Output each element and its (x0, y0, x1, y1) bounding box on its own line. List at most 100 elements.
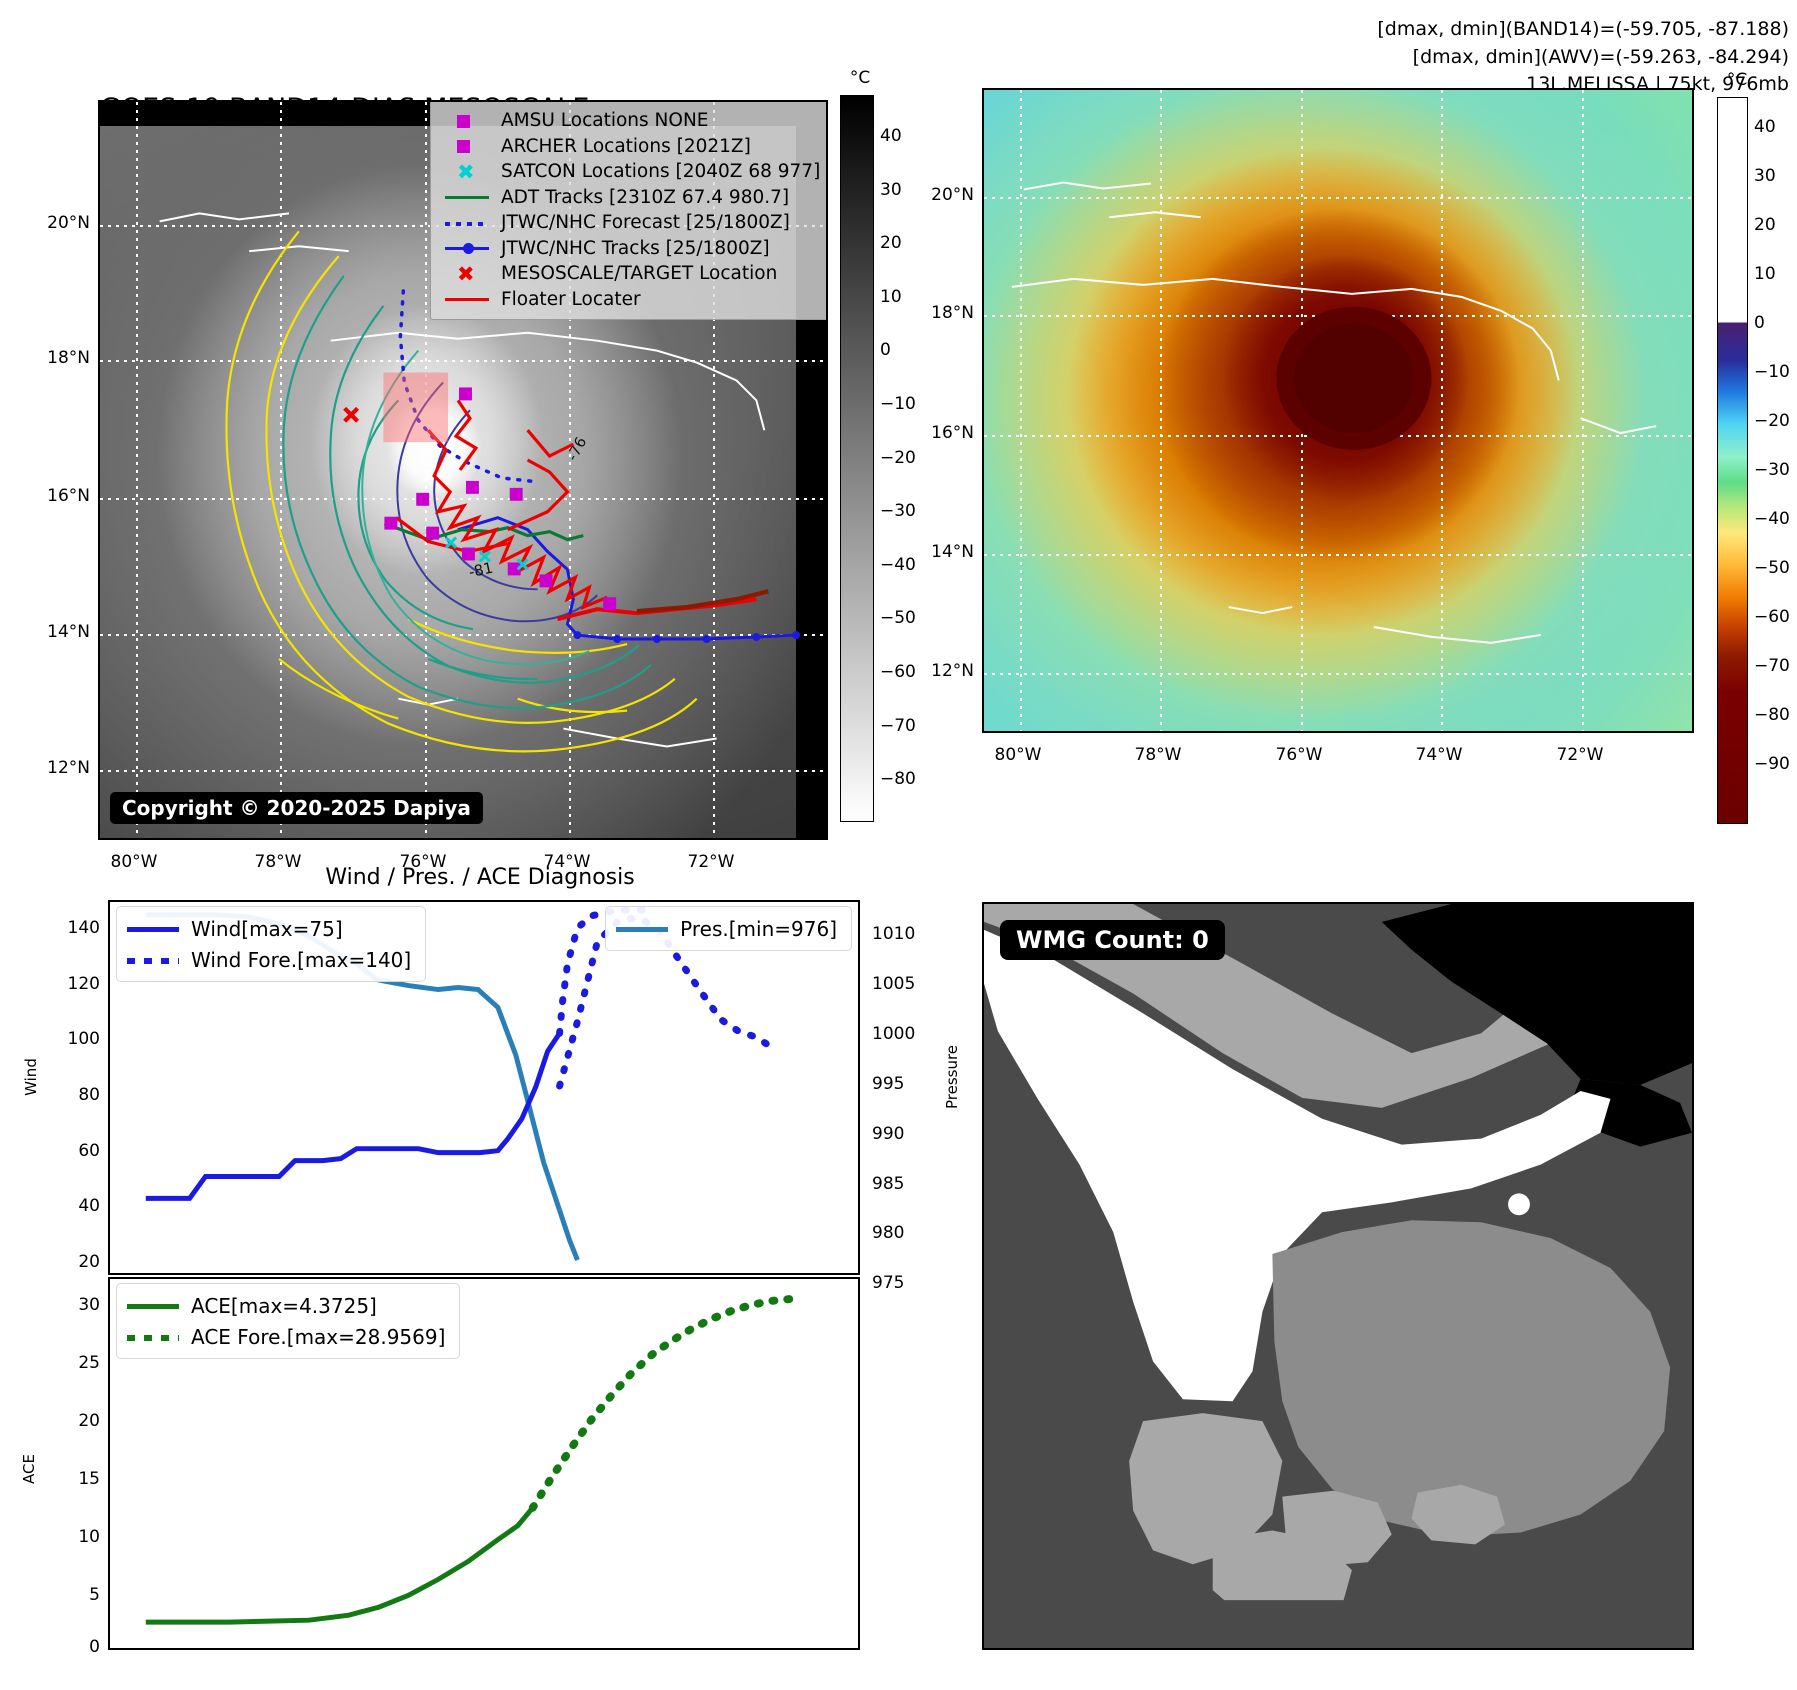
ace-ytick-5: 5 (89, 1585, 100, 1605)
wind-legend-item: Wind[max=75] (125, 913, 411, 944)
pres-ytick-1000: 1000 (872, 1024, 916, 1044)
legend-item-mesoscale-target: ✖ MESOSCALE/TARGET Location (441, 261, 820, 287)
wind-pressure-chart[interactable]: Wind[max=75] Wind Fore.[max=140] Pres.[m… (108, 900, 860, 1275)
ace-dotted-line-icon (125, 1328, 181, 1346)
grid-lon-74w (569, 102, 571, 838)
awv-xtick-76w: 76°W (1275, 745, 1323, 765)
ace-ytick-20: 20 (78, 1411, 100, 1431)
awv-cb-tick-0: 0 (1754, 313, 1765, 333)
ace-solid-line-icon (125, 1297, 181, 1315)
ir-cb-tick-m50: −50 (880, 608, 916, 628)
awv-grid-lon-78w (1160, 90, 1162, 731)
awv-cb-tick-40: 40 (1754, 117, 1776, 137)
pres-ytick-980: 980 (872, 1223, 905, 1243)
ir-cb-tick-30: 30 (880, 180, 902, 200)
ir-cb-tick-m80: −80 (880, 769, 916, 789)
pres-ytick-985: 985 (872, 1174, 905, 1194)
wind-axis-title: Wind (22, 1058, 40, 1096)
awv-grid-lat-20n (984, 197, 1692, 199)
ir-map-panel[interactable]: -76 -81 (98, 100, 828, 840)
grid-lon-80w (136, 102, 138, 838)
pressure-solid-line-icon (614, 920, 670, 938)
pressure-legend-label: Pres.[min=976] (680, 916, 837, 941)
awv-cb-tick-m40: −40 (1754, 509, 1790, 529)
wmg-regions (984, 904, 1692, 1648)
wind-ytick-80: 80 (78, 1085, 100, 1105)
grid-lat-12n (100, 770, 826, 772)
awv-grid-lon-72w (1582, 90, 1584, 731)
ir-cb-tick-m70: −70 (880, 716, 916, 736)
legend-label: MESOSCALE/TARGET Location (501, 263, 778, 285)
awv-cb-tick-10: 10 (1754, 264, 1776, 284)
awv-xtick-80w: 80°W (994, 745, 1042, 765)
pres-ytick-1010: 1010 (872, 924, 916, 944)
awv-ytick-12n: 12°N (931, 661, 974, 681)
ir-xtick-74w: 74°W (543, 852, 591, 872)
awv-cb-tick-m70: −70 (1754, 656, 1790, 676)
ace-ytick-10: 10 (78, 1527, 100, 1547)
legend-item-jtwc-tracks: JTWC/NHC Tracks [25/1800Z] (441, 236, 820, 262)
satcon-x-icon: ✖ (457, 159, 475, 184)
ir-cb-tick-m10: −10 (880, 394, 916, 414)
svg-text:-81: -81 (467, 559, 495, 582)
grid-lat-18n (100, 360, 826, 362)
awv-xtick-72w: 72°W (1556, 745, 1604, 765)
awv-cb-tick-30: 30 (1754, 166, 1776, 186)
ace-chart[interactable]: ACE[max=4.3725] ACE Fore.[max=28.9569] (108, 1277, 860, 1650)
ir-cb-tick-40: 40 (880, 126, 902, 146)
awv-grid-lat-14n (984, 554, 1692, 556)
pressure-legend: Pres.[min=976] (605, 906, 852, 951)
awv-overlay-coastlines (1011, 181, 1657, 644)
wind-dotted-line-icon (125, 951, 181, 969)
wmg-panel[interactable]: WMG Count: 0 (982, 902, 1694, 1650)
wmg-count-badge: WMG Count: 0 (1000, 920, 1225, 960)
adt-line-icon (441, 187, 493, 207)
legend-item-adt-tracks: ADT Tracks [2310Z 67.4 980.7] (441, 185, 820, 211)
awv-cb-tick-m10: −10 (1754, 362, 1790, 382)
grid-lon-72w (713, 102, 715, 838)
ace-ytick-25: 25 (78, 1353, 100, 1373)
legend-label: Floater Locater (501, 288, 641, 310)
legend-item-archer: ARCHER Locations [2021Z] (441, 134, 820, 160)
awv-cb-tick-m90: −90 (1754, 754, 1790, 774)
ace-fore-legend-label: ACE Fore.[max=28.9569] (191, 1324, 446, 1349)
wind-ytick-120: 120 (67, 974, 100, 994)
awv-map-panel[interactable] (982, 88, 1694, 733)
legend-label: JTWC/NHC Tracks [25/1800Z] (501, 237, 770, 259)
ace-plot (145, 1294, 796, 1625)
ace-ytick-15: 15 (78, 1469, 100, 1489)
ace-legend-item: ACE[max=4.3725] (125, 1290, 445, 1321)
legend-item-floater-locater: Floater Locater (441, 287, 820, 313)
wind-ytick-140: 140 (67, 918, 100, 938)
awv-xtick-74w: 74°W (1415, 745, 1463, 765)
archer-square-icon (441, 136, 493, 156)
ir-cb-tick-m40: −40 (880, 555, 916, 575)
wind-solid-line-icon (125, 920, 181, 938)
legend-label: SATCON Locations [2040Z 68 977] (501, 161, 821, 183)
wind-legend-label: Wind[max=75] (191, 916, 343, 941)
awv-grid-lon-80w (1020, 90, 1022, 731)
wind-ytick-40: 40 (78, 1196, 100, 1216)
awv-cb-tick-20: 20 (1754, 215, 1776, 235)
ace-ytick-30: 30 (78, 1295, 100, 1315)
ir-ytick-12n: 12°N (47, 758, 90, 778)
legend-item-jtwc-forecast: JTWC/NHC Forecast [25/1800Z] (441, 210, 820, 236)
legend-label: ARCHER Locations [2021Z] (501, 135, 751, 157)
wind-forecast-legend-item: Wind Fore.[max=140] (125, 944, 411, 975)
grid-lon-78w (280, 102, 282, 838)
awv-ytick-16n: 16°N (931, 423, 974, 443)
ir-cb-tick-20: 20 (880, 233, 902, 253)
awv-cb-tick-m20: −20 (1754, 411, 1790, 431)
legend-label: JTWC/NHC Forecast [25/1800Z] (501, 212, 790, 234)
ir-colorbar (840, 95, 874, 822)
diagnosis-title: Wind / Pres. / ACE Diagnosis (325, 865, 635, 890)
dmax-dmin-awv: [dmax, dmin](AWV)=(-59.263, -84.294) (1412, 45, 1789, 68)
wind-ytick-20: 20 (78, 1252, 100, 1272)
wind-ytick-100: 100 (67, 1029, 100, 1049)
ir-xtick-72w: 72°W (687, 852, 735, 872)
awv-colorbar (1717, 97, 1748, 824)
awv-xtick-78w: 78°W (1134, 745, 1182, 765)
awv-ytick-14n: 14°N (931, 542, 974, 562)
pressure-legend-item: Pres.[min=976] (614, 913, 837, 944)
